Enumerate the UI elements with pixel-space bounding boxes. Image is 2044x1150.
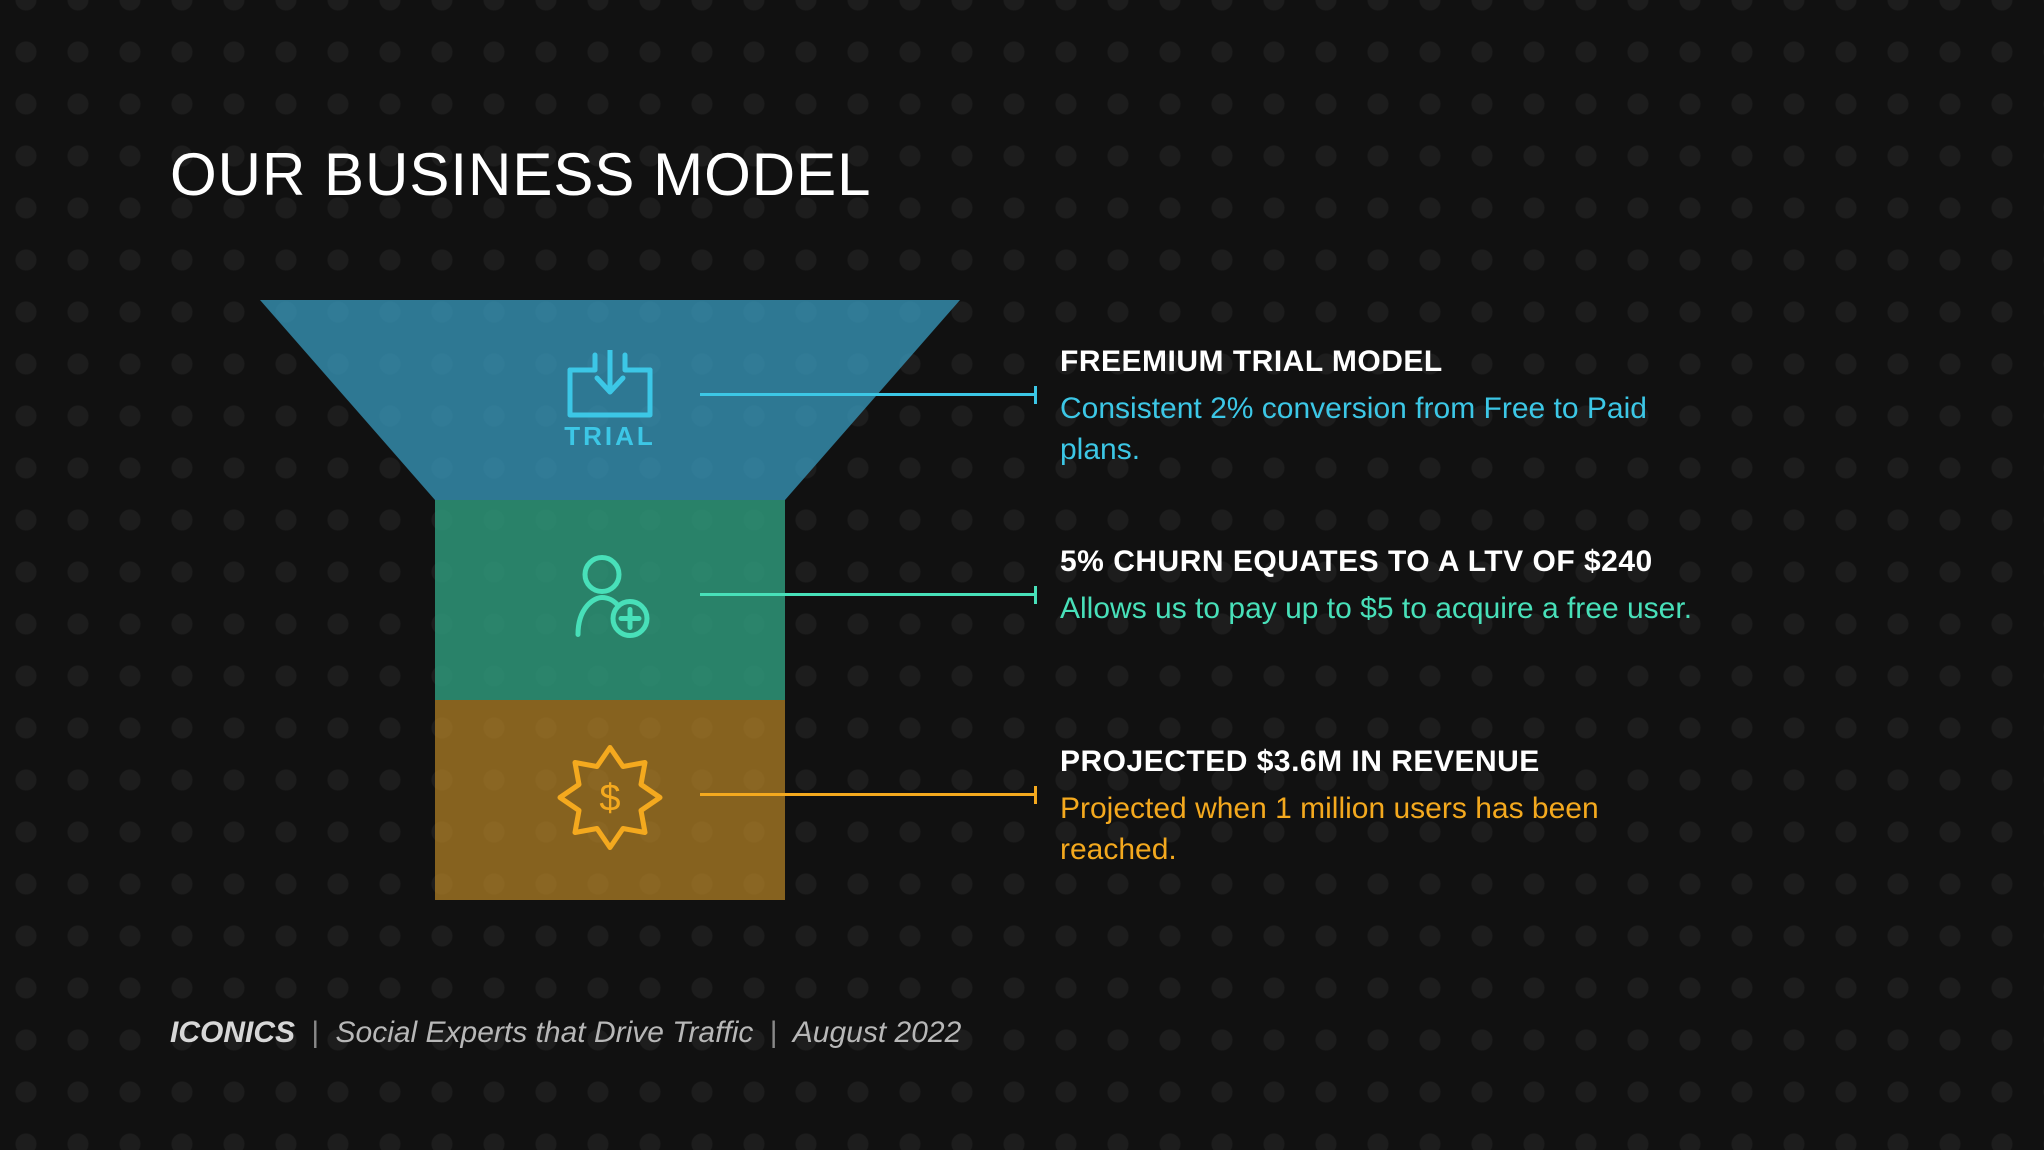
svg-text:$: $ [599, 778, 620, 820]
funnel-heading-1: FREEMIUM TRIAL MODEL [1060, 345, 1700, 379]
connector-line-2 [700, 593, 1035, 596]
funnel-text-2: 5% CHURN EQUATES TO A LTV OF $240 Allows… [1060, 545, 1700, 630]
page-title: OUR BUSINESS MODEL [170, 140, 871, 209]
funnel-diagram: TRIAL $ [260, 300, 960, 900]
funnel-body-1: Consistent 2% conversion from Free to Pa… [1060, 389, 1700, 470]
footer-sep-2: | [770, 1016, 778, 1049]
funnel-heading-2: 5% CHURN EQUATES TO A LTV OF $240 [1060, 545, 1700, 579]
funnel-body-2: Allows us to pay up to $5 to acquire a f… [1060, 589, 1700, 630]
funnel-text-3: PROJECTED $3.6M IN REVENUE Projected whe… [1060, 745, 1700, 870]
funnel-heading-3: PROJECTED $3.6M IN REVENUE [1060, 745, 1700, 779]
user-plus-icon [560, 553, 660, 648]
footer-sep-1: | [311, 1016, 319, 1049]
connector-line-3 [700, 793, 1035, 796]
dollar-star-icon: $ [555, 743, 665, 858]
footer-brand: ICONICS [170, 1016, 295, 1049]
funnel-segment-2 [435, 500, 785, 700]
trial-icon-label: TRIAL [564, 421, 656, 450]
footer-tagline: Social Experts that Drive Traffic [336, 1016, 754, 1049]
funnel-body-3: Projected when 1 million users has been … [1060, 789, 1700, 870]
trial-icon: TRIAL [555, 350, 665, 450]
footer: ICONICS | Social Experts that Drive Traf… [170, 1016, 961, 1050]
footer-date: August 2022 [793, 1016, 961, 1049]
funnel-text-1: FREEMIUM TRIAL MODEL Consistent 2% conve… [1060, 345, 1700, 470]
connector-line-1 [700, 393, 1035, 396]
funnel-segment-1: TRIAL [260, 300, 960, 500]
funnel-segment-3: $ [435, 700, 785, 900]
